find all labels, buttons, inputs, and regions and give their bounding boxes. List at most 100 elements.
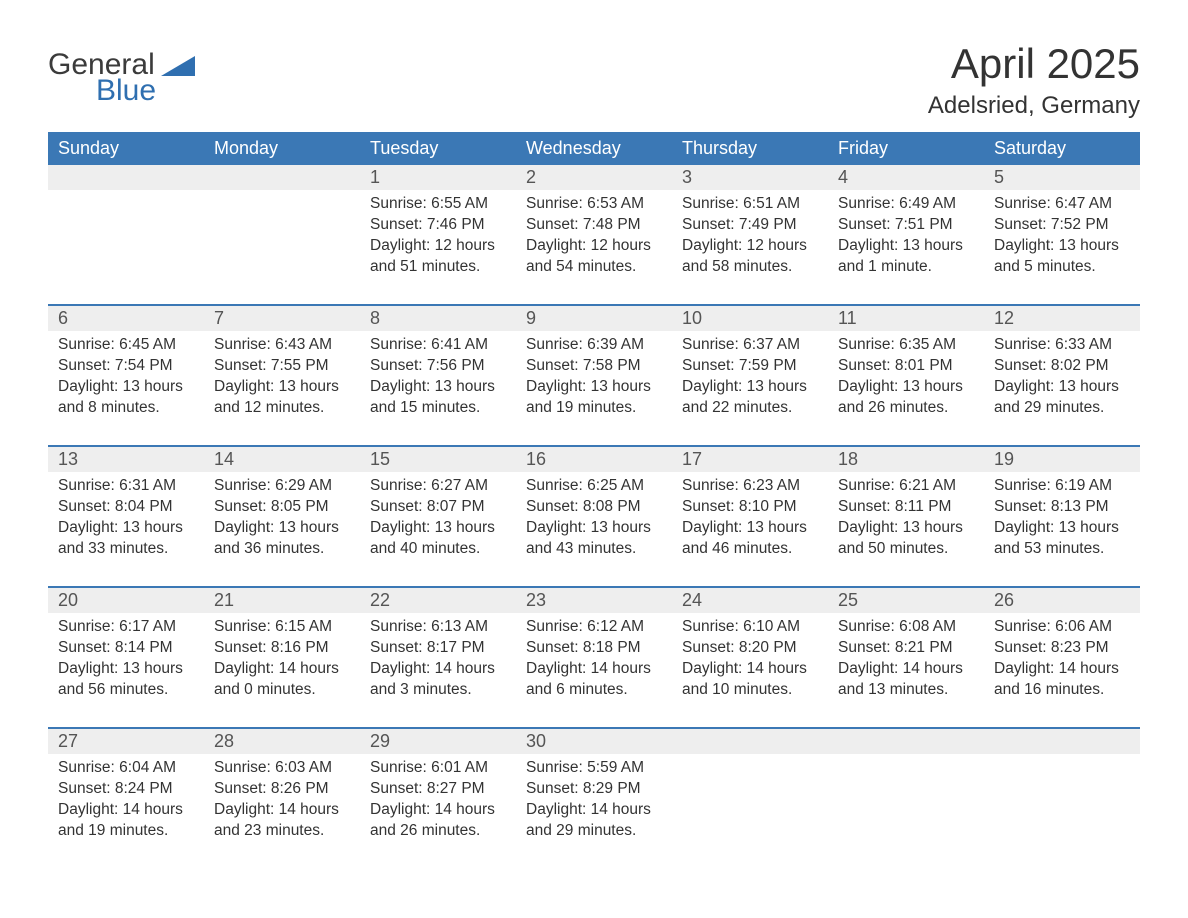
daynum-row: 13 14 15 16 17 18 19 <box>48 447 1140 472</box>
daylight-text: and 26 minutes. <box>370 821 506 842</box>
header: General Blue April 2025 Adelsried, Germa… <box>48 40 1140 120</box>
day-cell: Sunrise: 6:04 AM Sunset: 8:24 PM Dayligh… <box>48 754 204 854</box>
sunrise-text: Sunrise: 6:49 AM <box>838 194 974 215</box>
daylight-text: and 36 minutes. <box>214 539 350 560</box>
day-cell: Sunrise: 6:27 AM Sunset: 8:07 PM Dayligh… <box>360 472 516 572</box>
daylight-text: Daylight: 13 hours <box>994 377 1130 398</box>
day-cell: Sunrise: 6:41 AM Sunset: 7:56 PM Dayligh… <box>360 331 516 431</box>
dow-wednesday: Wednesday <box>516 132 672 165</box>
week-row: 27 28 29 30 Sunrise: 6:04 AM Sunset: 8:2… <box>48 729 1140 854</box>
brand-logo: General Blue <box>48 50 195 106</box>
sunrise-text: Sunrise: 6:53 AM <box>526 194 662 215</box>
day-number <box>48 165 204 190</box>
sunrise-text: Sunrise: 6:21 AM <box>838 476 974 497</box>
day-number: 24 <box>672 588 828 613</box>
daylight-text: Daylight: 14 hours <box>58 800 194 821</box>
sunrise-text: Sunrise: 6:10 AM <box>682 617 818 638</box>
day-cell: Sunrise: 6:23 AM Sunset: 8:10 PM Dayligh… <box>672 472 828 572</box>
daylight-text: and 5 minutes. <box>994 257 1130 278</box>
sunrise-text: Sunrise: 6:55 AM <box>370 194 506 215</box>
daylight-text: and 56 minutes. <box>58 680 194 701</box>
day-cell: Sunrise: 6:51 AM Sunset: 7:49 PM Dayligh… <box>672 190 828 290</box>
sunrise-text: Sunrise: 6:51 AM <box>682 194 818 215</box>
daylight-text: Daylight: 13 hours <box>838 518 974 539</box>
sunset-text: Sunset: 8:18 PM <box>526 638 662 659</box>
daylight-text: Daylight: 12 hours <box>682 236 818 257</box>
daylight-text: and 58 minutes. <box>682 257 818 278</box>
daynum-row: 6 7 8 9 10 11 12 <box>48 306 1140 331</box>
day-number: 29 <box>360 729 516 754</box>
daylight-text: Daylight: 13 hours <box>58 659 194 680</box>
sunset-text: Sunset: 7:58 PM <box>526 356 662 377</box>
daylight-text: Daylight: 13 hours <box>838 236 974 257</box>
daynum-row: 27 28 29 30 <box>48 729 1140 754</box>
day-number: 27 <box>48 729 204 754</box>
sunset-text: Sunset: 8:07 PM <box>370 497 506 518</box>
day-cell: Sunrise: 6:03 AM Sunset: 8:26 PM Dayligh… <box>204 754 360 854</box>
brand-text: General Blue <box>48 50 195 106</box>
day-number: 14 <box>204 447 360 472</box>
sunset-text: Sunset: 7:51 PM <box>838 215 974 236</box>
daylight-text: and 26 minutes. <box>838 398 974 419</box>
day-body-row: Sunrise: 6:31 AM Sunset: 8:04 PM Dayligh… <box>48 472 1140 572</box>
day-number: 5 <box>984 165 1140 190</box>
day-number <box>204 165 360 190</box>
day-cell: Sunrise: 6:31 AM Sunset: 8:04 PM Dayligh… <box>48 472 204 572</box>
day-cell: Sunrise: 6:13 AM Sunset: 8:17 PM Dayligh… <box>360 613 516 713</box>
daylight-text: and 19 minutes. <box>58 821 194 842</box>
sunrise-text: Sunrise: 6:17 AM <box>58 617 194 638</box>
sunrise-text: Sunrise: 5:59 AM <box>526 758 662 779</box>
sunset-text: Sunset: 8:29 PM <box>526 779 662 800</box>
day-number: 7 <box>204 306 360 331</box>
daylight-text: and 51 minutes. <box>370 257 506 278</box>
day-cell: Sunrise: 6:15 AM Sunset: 8:16 PM Dayligh… <box>204 613 360 713</box>
day-cell <box>984 754 1140 854</box>
day-cell: Sunrise: 5:59 AM Sunset: 8:29 PM Dayligh… <box>516 754 672 854</box>
sunrise-text: Sunrise: 6:31 AM <box>58 476 194 497</box>
day-number: 8 <box>360 306 516 331</box>
day-cell <box>48 190 204 290</box>
day-cell: Sunrise: 6:01 AM Sunset: 8:27 PM Dayligh… <box>360 754 516 854</box>
day-number: 10 <box>672 306 828 331</box>
sunrise-text: Sunrise: 6:25 AM <box>526 476 662 497</box>
day-cell: Sunrise: 6:08 AM Sunset: 8:21 PM Dayligh… <box>828 613 984 713</box>
sunrise-text: Sunrise: 6:23 AM <box>682 476 818 497</box>
day-number: 16 <box>516 447 672 472</box>
daylight-text: Daylight: 13 hours <box>214 377 350 398</box>
sunset-text: Sunset: 8:27 PM <box>370 779 506 800</box>
day-cell: Sunrise: 6:55 AM Sunset: 7:46 PM Dayligh… <box>360 190 516 290</box>
sunset-text: Sunset: 8:17 PM <box>370 638 506 659</box>
day-cell: Sunrise: 6:53 AM Sunset: 7:48 PM Dayligh… <box>516 190 672 290</box>
day-of-week-header: Sunday Monday Tuesday Wednesday Thursday… <box>48 132 1140 165</box>
sunset-text: Sunset: 8:26 PM <box>214 779 350 800</box>
day-number: 28 <box>204 729 360 754</box>
day-cell: Sunrise: 6:21 AM Sunset: 8:11 PM Dayligh… <box>828 472 984 572</box>
daylight-text: Daylight: 13 hours <box>214 518 350 539</box>
day-number: 25 <box>828 588 984 613</box>
daylight-text: Daylight: 13 hours <box>58 377 194 398</box>
sunrise-text: Sunrise: 6:06 AM <box>994 617 1130 638</box>
daylight-text: Daylight: 14 hours <box>526 659 662 680</box>
dow-saturday: Saturday <box>984 132 1140 165</box>
daylight-text: Daylight: 14 hours <box>838 659 974 680</box>
sunrise-text: Sunrise: 6:37 AM <box>682 335 818 356</box>
sunset-text: Sunset: 8:04 PM <box>58 497 194 518</box>
sunset-text: Sunset: 7:46 PM <box>370 215 506 236</box>
sunset-text: Sunset: 8:14 PM <box>58 638 194 659</box>
sunrise-text: Sunrise: 6:27 AM <box>370 476 506 497</box>
sunset-text: Sunset: 8:05 PM <box>214 497 350 518</box>
daynum-row: 20 21 22 23 24 25 26 <box>48 588 1140 613</box>
day-number: 30 <box>516 729 672 754</box>
day-number: 12 <box>984 306 1140 331</box>
daylight-text: and 33 minutes. <box>58 539 194 560</box>
sunset-text: Sunset: 8:24 PM <box>58 779 194 800</box>
sunset-text: Sunset: 8:23 PM <box>994 638 1130 659</box>
day-number: 3 <box>672 165 828 190</box>
daylight-text: Daylight: 13 hours <box>526 377 662 398</box>
sunrise-text: Sunrise: 6:47 AM <box>994 194 1130 215</box>
daylight-text: Daylight: 12 hours <box>526 236 662 257</box>
day-number: 11 <box>828 306 984 331</box>
daylight-text: and 54 minutes. <box>526 257 662 278</box>
daylight-text: Daylight: 13 hours <box>370 377 506 398</box>
sunset-text: Sunset: 7:52 PM <box>994 215 1130 236</box>
